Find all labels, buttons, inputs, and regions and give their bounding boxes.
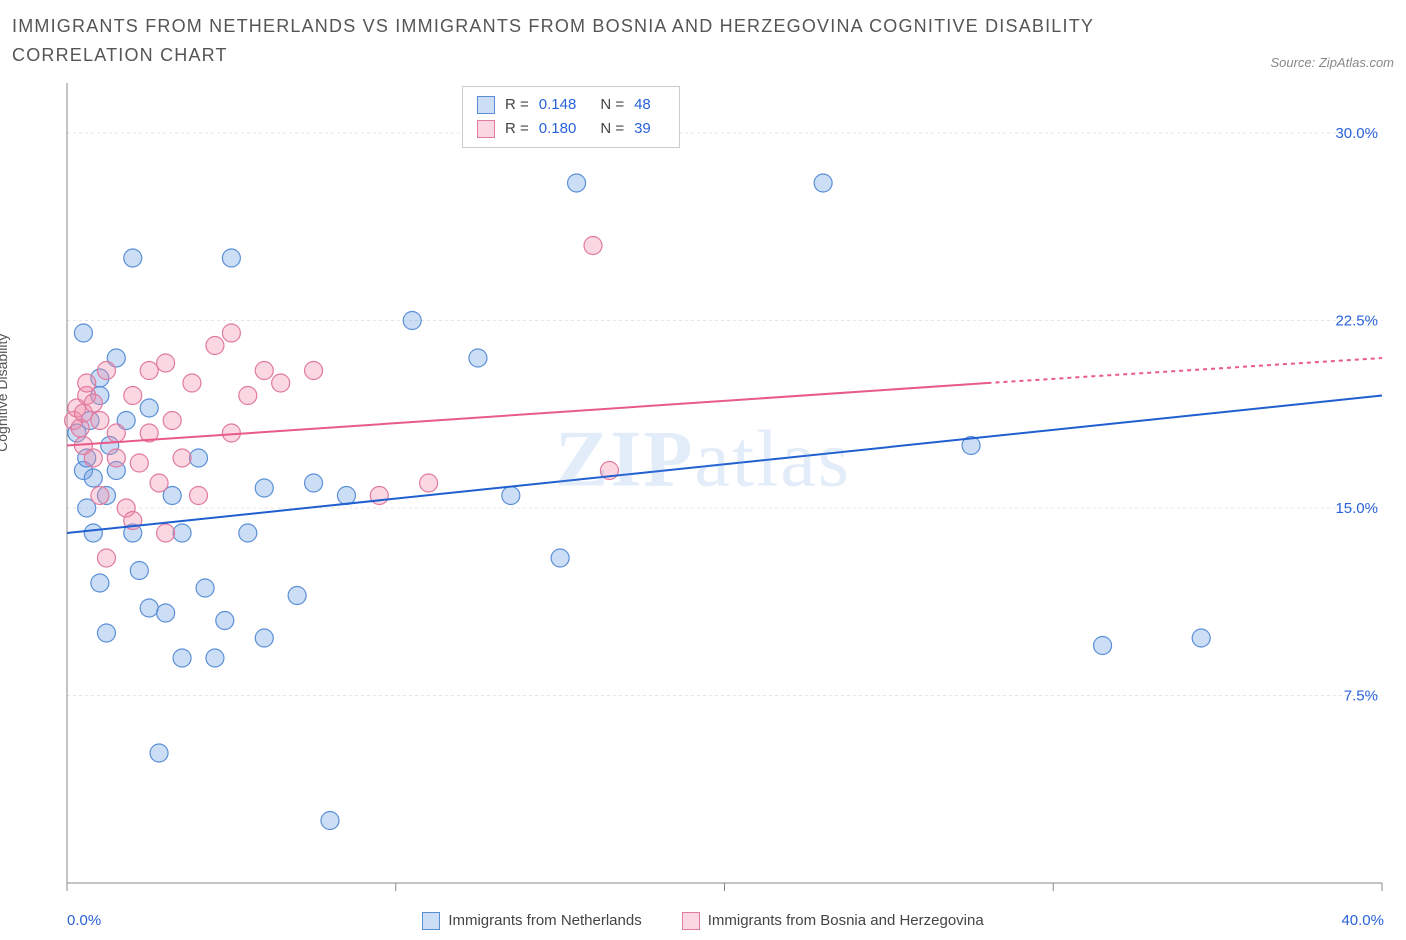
- legend-swatch-bosnia: [682, 912, 700, 930]
- chart-container: Cognitive Disability ZIPatlas 7.5%15.0%2…: [12, 78, 1394, 928]
- legend-item-bosnia: Immigrants from Bosnia and Herzegovina: [682, 912, 984, 930]
- svg-text:22.5%: 22.5%: [1335, 312, 1378, 329]
- svg-text:7.5%: 7.5%: [1344, 687, 1378, 704]
- swatch-bosnia: [477, 120, 495, 138]
- svg-text:30.0%: 30.0%: [1335, 125, 1378, 142]
- swatch-netherlands: [477, 96, 495, 114]
- source-attribution: Source: ZipAtlas.com: [1270, 55, 1394, 70]
- legend-swatch-netherlands: [422, 912, 440, 930]
- scatter-chart: 7.5% 15.0% 22.5% 30.0%: [12, 78, 1394, 928]
- legend-item-netherlands: Immigrants from Netherlands: [422, 912, 641, 930]
- correlation-stats-box: R =0.148 N =48 R =0.180 N =39: [462, 86, 680, 148]
- stats-row-netherlands: R =0.148 N =48: [477, 93, 665, 117]
- x-axis-max: 40.0%: [1341, 912, 1384, 929]
- stats-row-bosnia: R =0.180 N =39: [477, 117, 665, 141]
- bottom-legend: 0.0% Immigrants from Netherlands Immigra…: [12, 912, 1394, 930]
- svg-text:15.0%: 15.0%: [1335, 500, 1378, 517]
- chart-title: IMMIGRANTS FROM NETHERLANDS VS IMMIGRANT…: [12, 12, 1112, 70]
- y-axis-label: Cognitive Disability: [0, 333, 10, 451]
- x-axis-min: 0.0%: [67, 912, 101, 929]
